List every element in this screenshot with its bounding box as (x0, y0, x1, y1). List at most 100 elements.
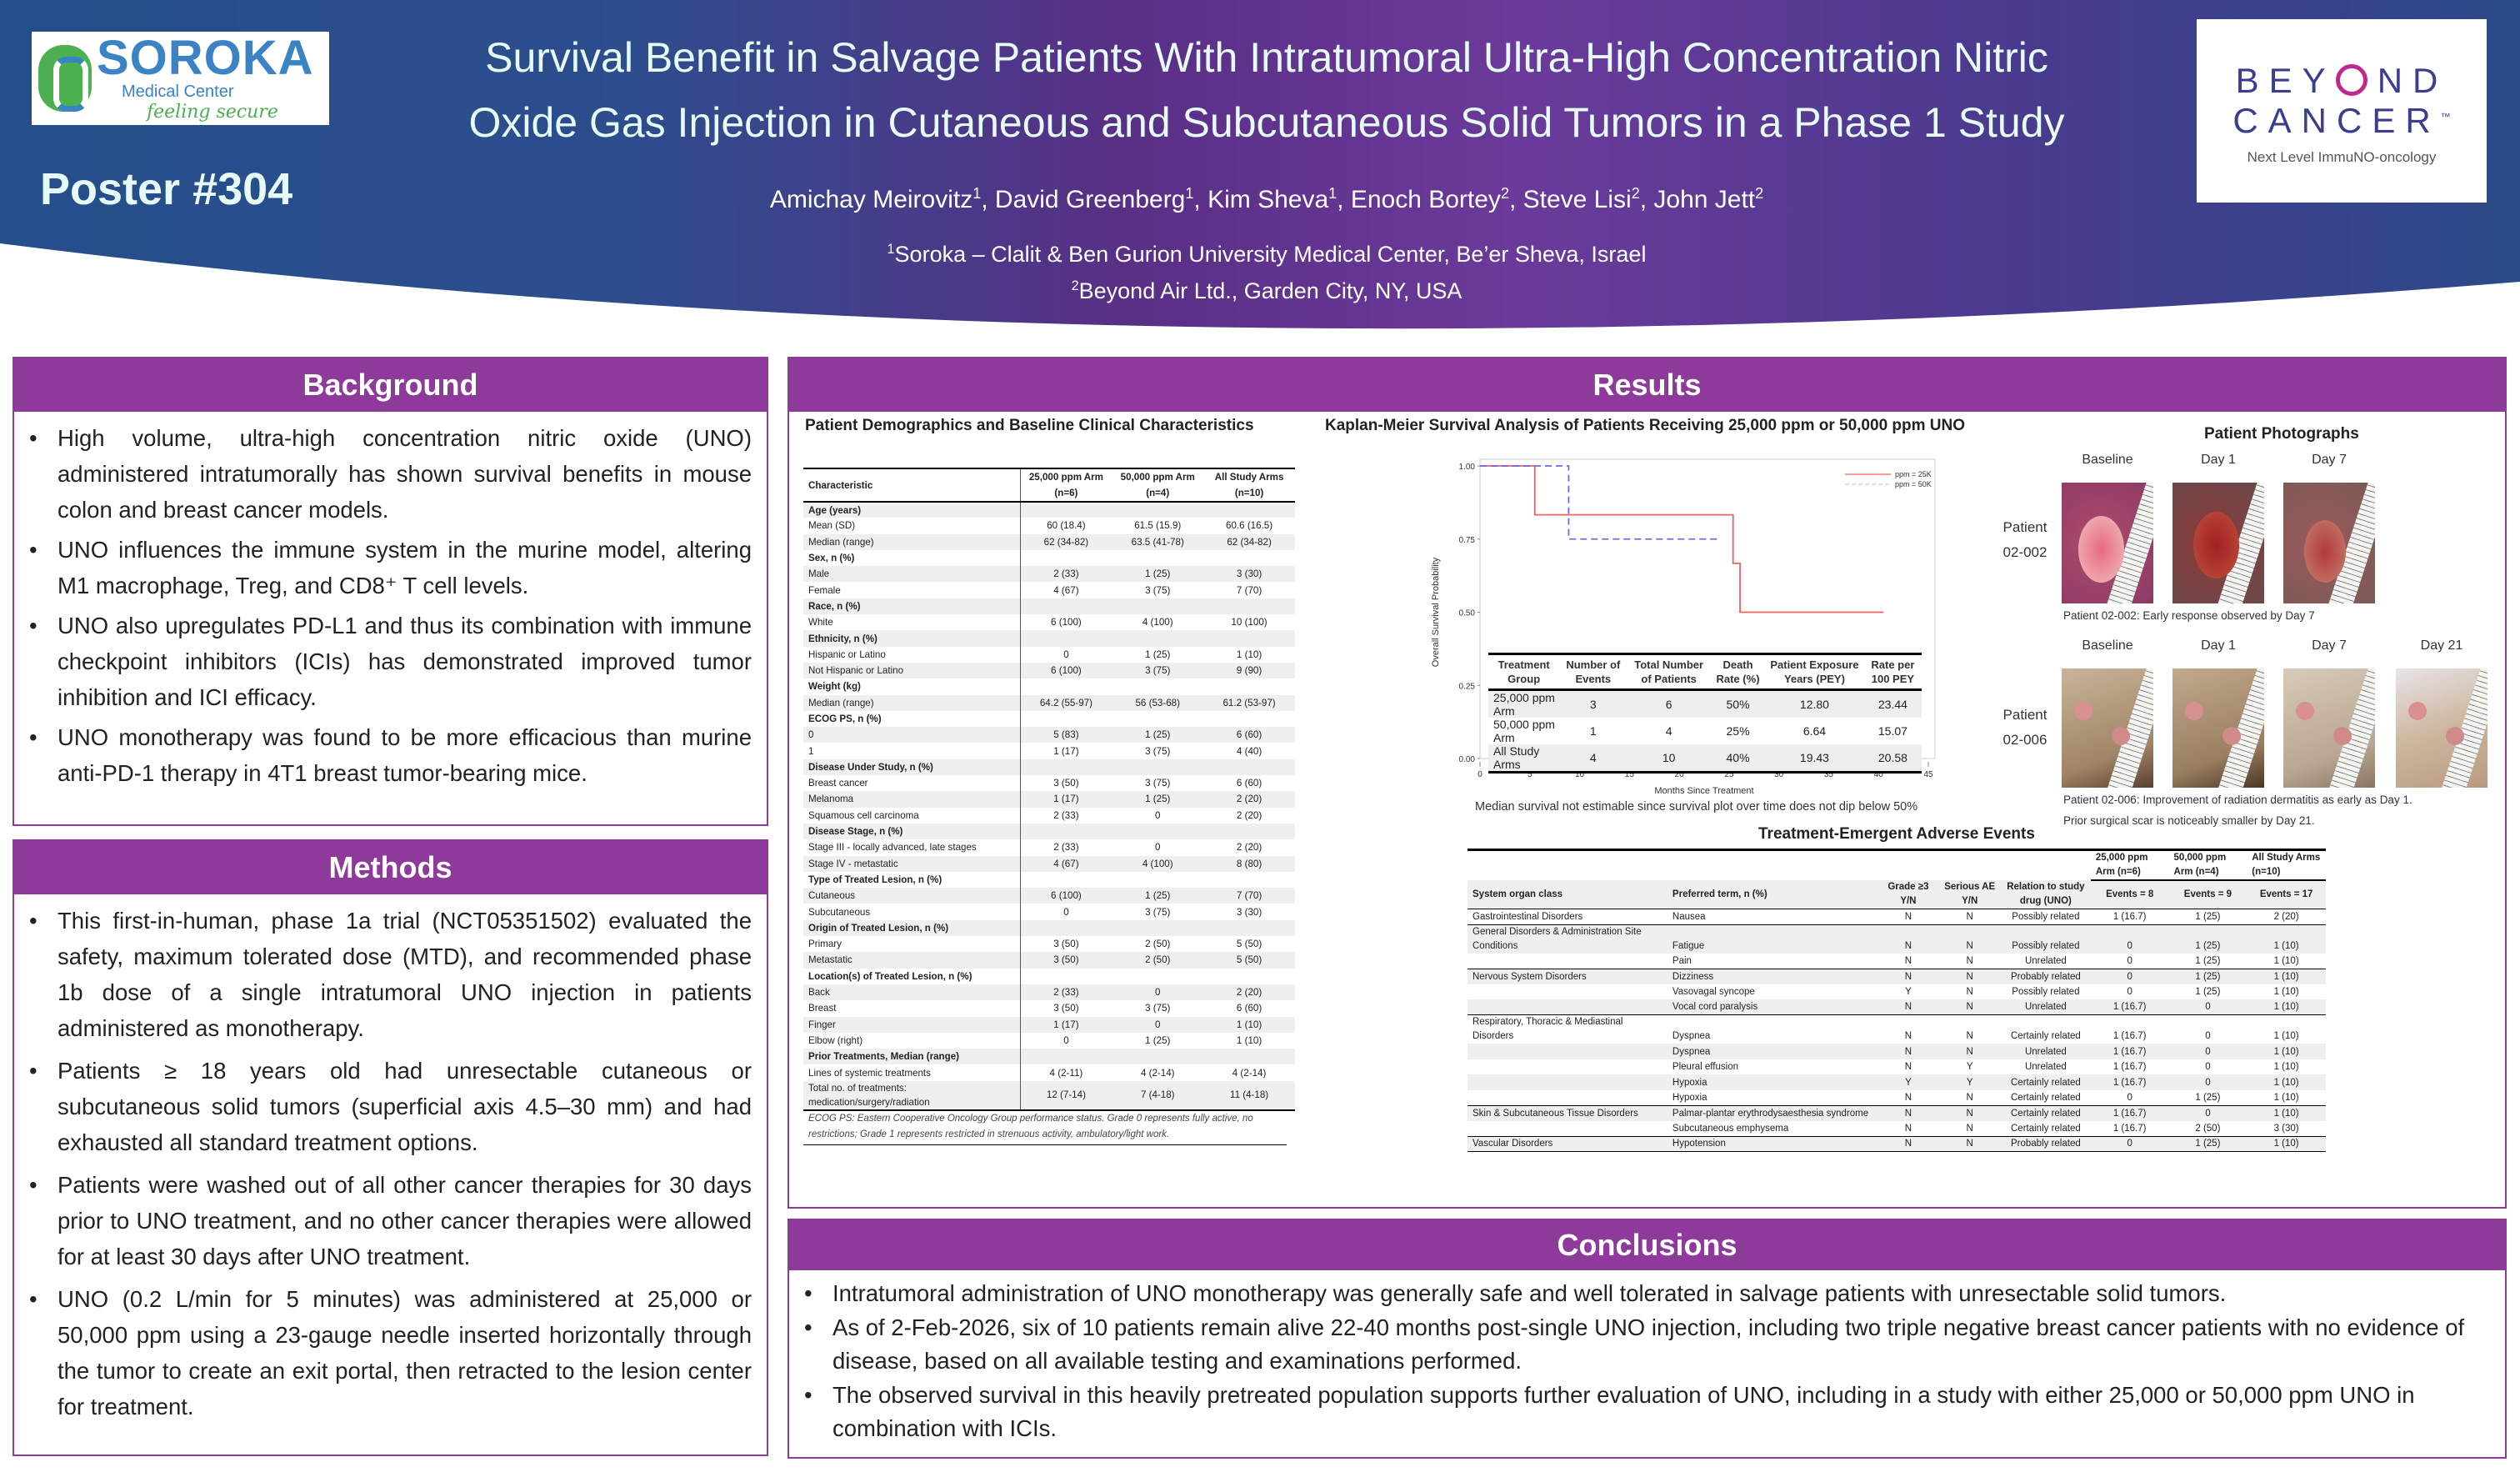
table-row: Disease Under Study, n (%) (803, 759, 1295, 776)
cell-value: 2 (20) (1236, 842, 1262, 854)
patient-02-006-photo (2062, 668, 2153, 788)
system-organ-class: General Disorders & Administration Site … (1468, 924, 1668, 954)
system-organ-class: Nervous System Disorders (1468, 969, 1668, 984)
row-label: Sex, n (%) (803, 549, 1021, 567)
cell-value (1112, 1049, 1204, 1065)
cell-value: 1 (10) (2247, 1044, 2326, 1059)
x-tick-label: 25 (1724, 770, 1734, 779)
x-tick-label: 15 (1625, 770, 1635, 779)
author-affiliation-number: 2 (1500, 185, 1509, 202)
photos-title: Patient Photographs (2204, 425, 2359, 443)
cell-value: Unrelated (2000, 999, 2091, 1015)
cell-value: 1 (10) (2247, 924, 2326, 954)
table-row: Cutaneous 6 (100) 1 (25) 7 (70) (803, 888, 1295, 904)
table-row: Breast cancer 3 (50) 3 (75) 6 (60) (803, 775, 1295, 792)
column-header: Grade ≥3 Y/N (1878, 880, 1939, 909)
author: David Greenberg (994, 186, 1186, 213)
bullet-item: UNO influences the immune system in the … (26, 532, 752, 603)
table-row: Squamous cell carcinoma 2 (33) 0 2 (20) (803, 807, 1295, 824)
photo-day-label: Day 1 (2201, 638, 2236, 653)
header-curve (0, 243, 2520, 358)
arm-header: All Study Arms (n=10) (2247, 849, 2326, 881)
bullet-item: This first-in-human, phase 1a trial (NCT… (26, 903, 752, 1046)
row-label: Prior Treatments, Median (range) (803, 1049, 1021, 1065)
lesion-icon (2193, 512, 2239, 578)
row-label: Metastatic (803, 952, 1021, 969)
cell-value: 2 (50) (1112, 952, 1204, 969)
row-label: Median (range) (803, 694, 1021, 711)
preferred-term: Palmar-plantar erythrodysaesthesia syndr… (1667, 1105, 1878, 1121)
x-tick-label: 40 (1874, 770, 1884, 779)
cell-value: 1 (17) (1020, 1016, 1112, 1033)
demographics-title: Patient Demographics and Baseline Clinic… (805, 417, 1254, 434)
cell-value (1020, 969, 1112, 984)
row-label: Lines of systemic treatments (803, 1064, 1021, 1081)
cell-value (1203, 630, 1295, 647)
author-affiliation-number: 2 (1631, 185, 1640, 202)
cell-value: 0 (2168, 1044, 2248, 1059)
methods-section: Methods This first-in-human, phase 1a tr… (12, 839, 768, 1456)
cell-value: 1 (10) (1203, 1016, 1295, 1033)
patient-02-002-photo (2283, 483, 2375, 603)
row-label: Subcutaneous (803, 904, 1021, 920)
cell-value: 0 (2090, 953, 2169, 969)
table-row: Skin & Subcutaneous Tissue Disorders Palm… (1468, 1105, 2326, 1121)
cell-value (1203, 919, 1295, 937)
preferred-term: Fatigue (1667, 924, 1878, 954)
cell-value: 62 (34-82) (1203, 533, 1295, 550)
cell-value: 0 (2090, 1089, 2169, 1106)
table-row: Prior Treatments, Median (range) (803, 1049, 1295, 1065)
table-row: Vascular Disorders Hypotension N N Probably … (1468, 1136, 2326, 1152)
affiliation-text: Soroka – Clalit & Ben Gurion University … (894, 242, 1647, 267)
cell-value: 9 (90) (1203, 662, 1295, 679)
preferred-term: Dyspnea (1672, 1031, 1711, 1041)
table-row: All Study Arms 4 10 40% 19.43 20.58 (1488, 744, 1922, 774)
table-row: 1 1 (17) 3 (75) 4 (40) (803, 743, 1295, 759)
column-header: Death Rate (%) (1710, 653, 1766, 691)
column-header: 25,000 ppm Arm (n=6) (1020, 468, 1112, 503)
row-label: 25,000 ppm Arm (1488, 689, 1560, 718)
cell-value: N (1938, 1105, 2001, 1121)
cell-value: 6.64 (1802, 724, 1827, 738)
lesion-icon (2296, 702, 2314, 720)
cell-value: 1 (25) (2168, 969, 2248, 984)
cell-value: 3 (75) (1145, 906, 1171, 918)
table-row: General Disorders & Administration Site … (1468, 924, 2326, 954)
cell-value (1020, 550, 1112, 566)
cell-value (1020, 630, 1112, 647)
cell-value: 4 (100) (1142, 617, 1173, 628)
row-label: ECOG PS, n (%) (803, 710, 1021, 728)
km-summary-table-wrap: Treatment Group Number of Events Total Num… (1488, 653, 1922, 774)
bullet-item: Intratumoral administration of UNO monot… (801, 1277, 2490, 1310)
cell-value: Possibly related (2000, 909, 2091, 925)
cell-value: 64.2 (55-97) (1020, 694, 1112, 711)
soroka-logo-sub: Medical Center (122, 83, 234, 101)
section-title: Results (789, 358, 2505, 412)
cell-value: N (1904, 1062, 1912, 1072)
cell-value: N (1938, 924, 2001, 954)
cell-value: 1 (10) (2247, 999, 2326, 1015)
cell-value: 2 (20) (2247, 909, 2326, 925)
row-label: Not Hispanic or Latino (803, 662, 1021, 679)
row-label: Mean (SD) (803, 518, 1021, 534)
row-label: Race, n (%) (803, 598, 1021, 615)
row-label: Male (803, 566, 1021, 583)
cell-value: 3 (75) (1145, 778, 1171, 789)
cell-value: 5 (50) (1203, 952, 1295, 969)
soroka-logo: SOROKA Medical Center feeling secure (32, 32, 329, 125)
lesion-icon (2222, 727, 2241, 745)
table-row: Subcutaneous 0 3 (75) 3 (30) (803, 904, 1295, 920)
cell-value: 1 (16.7) (2090, 909, 2169, 925)
preferred-term: Hypoxia (1667, 1089, 1878, 1106)
cell-value: 2 (33) (1053, 809, 1079, 821)
cell-value: 0 (1112, 984, 1204, 1001)
cell-value: 19.43 (1765, 744, 1864, 774)
ae-title: Treatment-Emergent Adverse Events (1758, 825, 2035, 843)
cell-value: 1 (10) (2247, 1074, 2326, 1090)
row-label: Age (years) (803, 502, 1021, 518)
cell-value: Certainly related (2000, 1089, 2091, 1106)
cell-value (1020, 919, 1112, 937)
cell-value (1112, 969, 1203, 984)
cell-value: Y (1938, 1074, 2001, 1090)
cell-value: Possibly related (2000, 924, 2091, 954)
